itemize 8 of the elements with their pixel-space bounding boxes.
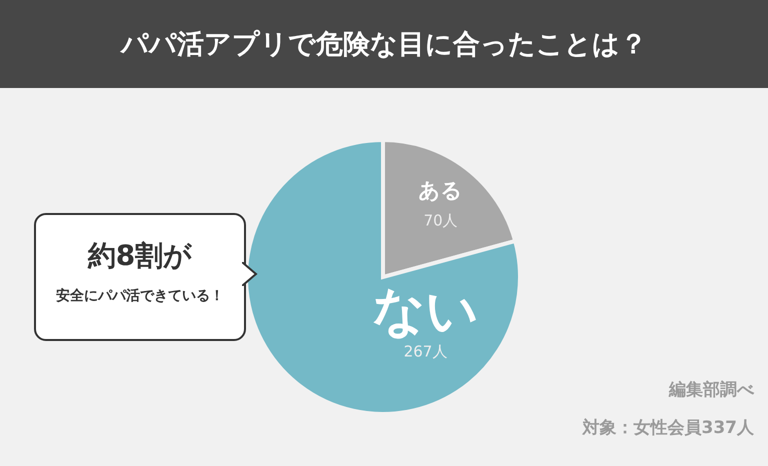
data-label: 267人 <box>404 342 448 361</box>
speech-bubble: 約8割が 安全にパパ活できている！ <box>34 213 246 341</box>
text: 対象：女性会員337人 <box>582 417 754 439</box>
slice-label: ある <box>418 178 463 203</box>
data-label: 70人 <box>424 212 458 230</box>
text: 編集部調べ <box>669 379 754 401</box>
slice-label: ない <box>372 282 479 342</box>
chart-title: パパ活アプリで危険な目に合ったことは？ <box>0 0 768 88</box>
